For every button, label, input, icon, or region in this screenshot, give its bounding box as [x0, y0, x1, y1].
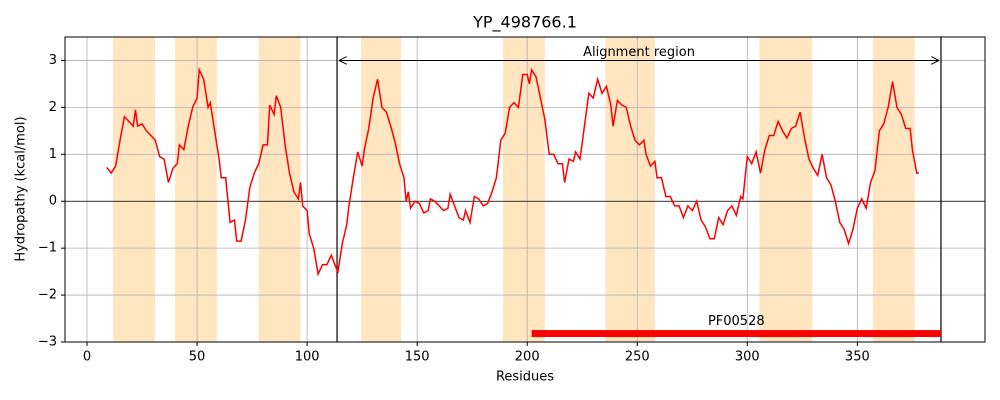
y-tick-label: −2 [38, 288, 57, 303]
y-tick-label: −1 [38, 241, 57, 256]
hydropathy-line [106, 66, 919, 277]
highlight-region [175, 37, 217, 342]
y-tick-label: 3 [49, 53, 57, 68]
y-tick-label: 0 [49, 194, 57, 209]
y-tick-label: 2 [49, 100, 57, 115]
y-tick-label: 1 [49, 147, 57, 162]
highlight-region [605, 37, 655, 342]
x-tick-label: 250 [625, 350, 650, 365]
y-axis-label: Hydropathy (kcal/mol) [14, 116, 29, 261]
y-tick-label: −3 [38, 335, 57, 350]
x-tick-label: 200 [515, 350, 540, 365]
highlight-region [361, 37, 402, 342]
domain-label: PF00528 [708, 314, 765, 329]
x-tick-label: 100 [295, 350, 320, 365]
highlight-region [112, 37, 156, 342]
plot-frame [64, 36, 986, 343]
x-tick-label: 0 [83, 350, 91, 365]
alignment-label: Alignment region [583, 45, 695, 60]
highlight-region [502, 37, 545, 342]
chart-title: YP_498766.1 [472, 13, 577, 33]
x-tick-label: 150 [405, 350, 430, 365]
x-axis-label: Residues [496, 370, 554, 385]
domain-bar [531, 330, 941, 338]
highlight-region [872, 37, 915, 342]
x-tick-label: 300 [735, 350, 760, 365]
highlight-region [759, 37, 813, 342]
highlight-region [258, 37, 301, 342]
x-tick-label: 50 [189, 350, 206, 365]
x-tick-label: 350 [845, 350, 870, 365]
